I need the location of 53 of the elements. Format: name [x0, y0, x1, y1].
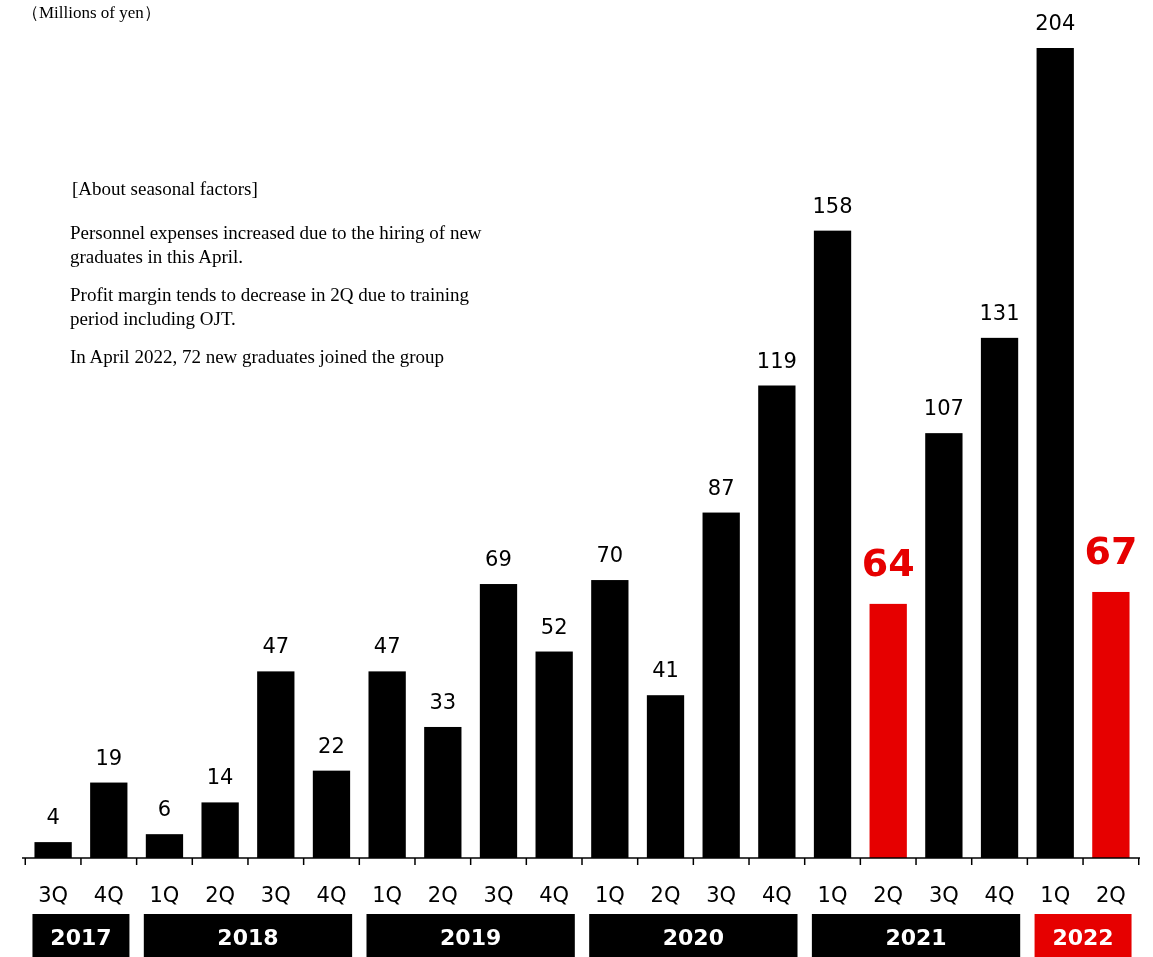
x-tick-label: 3Q — [38, 883, 69, 907]
data-label: 87 — [707, 475, 735, 500]
bar — [1092, 591, 1130, 858]
x-tick-label: 3Q — [706, 883, 737, 907]
data-label: 22 — [318, 733, 345, 758]
text: 2021 — [885, 925, 947, 950]
x-tick-label: 4Q — [984, 883, 1015, 907]
annotation: Personnel expenses increased due to the hiring of new graduates in this April. — [70, 222, 482, 267]
x-tick-label: 1Q — [594, 883, 625, 907]
data-label: 6 — [157, 797, 172, 822]
x-tick-label: 4Q — [539, 883, 570, 907]
text: 2020 — [662, 925, 724, 950]
x-tick-label: 3Q — [260, 883, 291, 907]
data-label: 52 — [540, 614, 568, 639]
bar — [869, 603, 907, 858]
x-tick-label: 4Q — [761, 883, 792, 907]
x-tick-label: 1Q — [372, 883, 403, 907]
x-tick-label: 2Q — [650, 883, 681, 907]
x-tick-label: 2Q — [873, 883, 904, 907]
x-tick-label: 3Q — [928, 883, 959, 907]
data-label: 33 — [429, 689, 457, 714]
x-tick-label: 2Q — [205, 883, 236, 907]
text: 2022 — [1052, 925, 1114, 950]
x-tick-label: 4Q — [93, 883, 124, 907]
x-tick-label: 3Q — [483, 883, 514, 907]
data-label: 47 — [262, 634, 290, 659]
data-label: 70 — [596, 543, 624, 568]
annotation: Profit margin tends to decrease in 2Q due to training period including OJT. — [70, 284, 470, 329]
y-axis-title: （Millions of yen） — [22, 3, 161, 22]
x-tick-label: 1Q — [1040, 883, 1071, 907]
text: 2019 — [440, 925, 502, 950]
x-tick-label: 2Q — [1095, 883, 1126, 907]
data-label: 64 — [861, 540, 915, 585]
data-label: 4 — [46, 805, 60, 830]
data-label: 131 — [979, 300, 1020, 325]
data-label: 204 — [1035, 11, 1076, 35]
data-label: 14 — [206, 765, 234, 790]
x-tick-label: 1Q — [149, 883, 180, 907]
data-label: 67 — [1084, 528, 1138, 573]
data-label: 47 — [373, 634, 401, 659]
x-tick-label: 4Q — [316, 883, 347, 907]
data-label: 107 — [923, 396, 964, 421]
data-label: 19 — [95, 745, 123, 770]
text: 2017 — [50, 925, 112, 950]
data-label: 119 — [756, 348, 797, 373]
x-tick-label: 2Q — [427, 883, 458, 907]
annotation: [About seasonal factors] — [72, 178, 258, 199]
data-label: 158 — [812, 193, 853, 218]
annotation: In April 2022, 72 new graduates joined the group — [70, 346, 445, 367]
data-label: 69 — [485, 547, 512, 572]
text: 2018 — [217, 925, 279, 950]
x-tick-label: 1Q — [817, 883, 848, 907]
data-label: 41 — [652, 658, 679, 683]
